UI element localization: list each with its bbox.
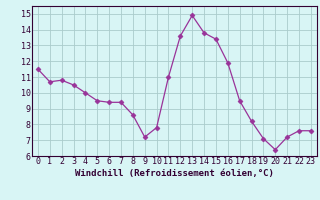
X-axis label: Windchill (Refroidissement éolien,°C): Windchill (Refroidissement éolien,°C) [75,169,274,178]
